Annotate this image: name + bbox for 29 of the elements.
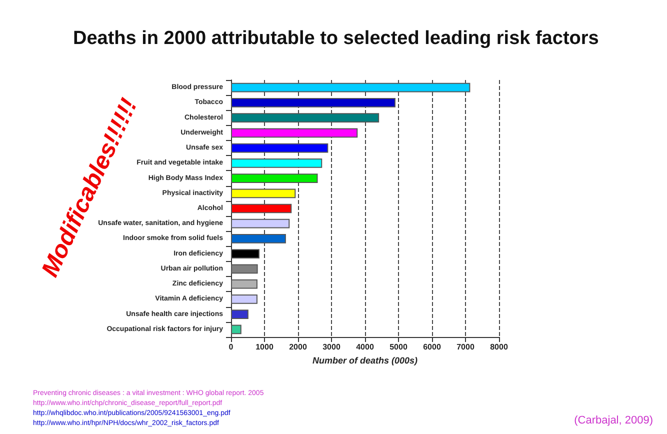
- x-axis-title: Number of deaths (000s): [312, 355, 418, 366]
- x-tick-label: 7000: [456, 342, 475, 352]
- x-tick-label: 5000: [390, 342, 408, 352]
- bar: [231, 204, 292, 214]
- bar: [231, 218, 290, 228]
- x-tick-label: 3000: [322, 342, 341, 352]
- bar: [231, 249, 260, 259]
- bar: [231, 158, 322, 168]
- bar: [231, 294, 258, 304]
- bar: [231, 174, 318, 183]
- bar: [231, 234, 286, 244]
- x-tick-label: 4000: [356, 342, 374, 352]
- chart-title: Deaths in 2000 attributable to selected leading risk factors: [73, 28, 599, 49]
- text: (Carbajal, 2009): [574, 414, 653, 426]
- bar: [231, 324, 242, 334]
- x-tick-label: 6000: [423, 342, 442, 352]
- bar: [231, 98, 396, 108]
- bar: [231, 143, 328, 153]
- bar: [231, 113, 380, 122]
- bar: [231, 264, 258, 274]
- x-tick-label: 2000: [289, 342, 308, 352]
- bar: [231, 279, 258, 289]
- bar: [231, 128, 358, 138]
- bar: [231, 188, 296, 198]
- bar: [231, 82, 470, 92]
- bar: [231, 310, 248, 320]
- x-tick-label: 8000: [490, 342, 508, 352]
- x-tick-label: 0: [228, 342, 234, 352]
- x-tick-label: 1000: [256, 342, 274, 352]
